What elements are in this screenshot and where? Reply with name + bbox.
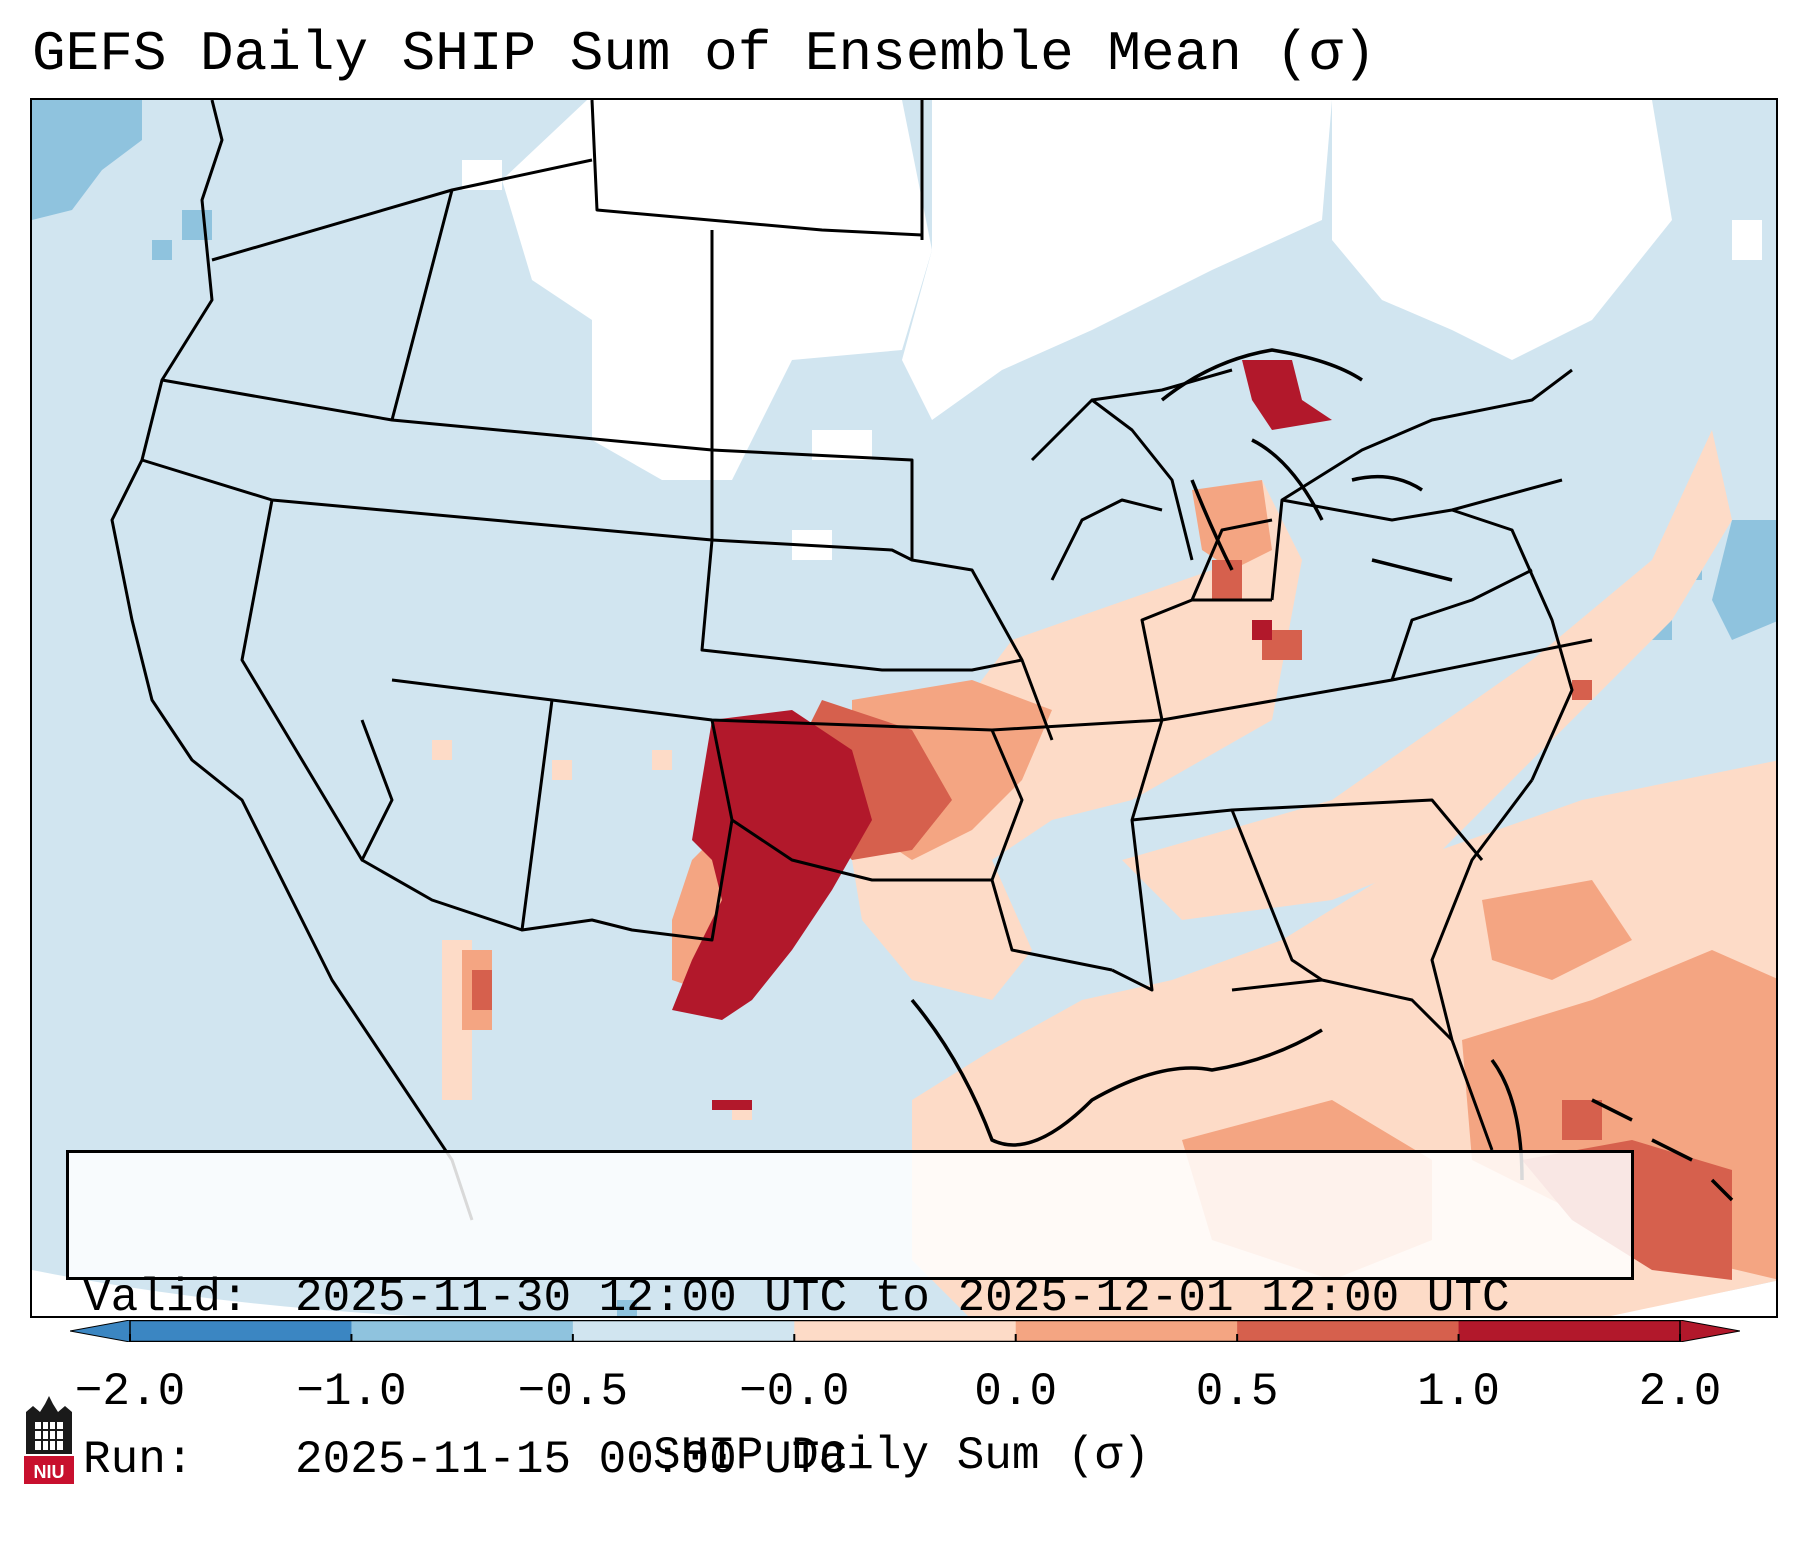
near-zero-regions [462,100,1762,560]
colorbar-border [129,1320,1681,1342]
max-positive-areas [672,360,1332,1110]
valid-value: 2025-11-30 12:00 UTC to 2025-12-01 12:00… [295,1272,1510,1324]
colorbar-tick-label: −0.5 [517,1366,629,1418]
colorbar-tick-label: 1.0 [1417,1366,1500,1418]
coastlines [910,348,1734,1202]
colorbar [70,1320,1740,1342]
map-panel [30,98,1778,1318]
colorbar-tick-label: −1.0 [296,1366,407,1418]
map-title: GEFS Daily SHIP Sum of Ensemble Mean (σ) [32,22,1377,86]
colorbar-tick-label: 2.0 [1638,1366,1722,1418]
colorbar-svg [70,1320,1740,1342]
logo-text: NIU [34,1462,65,1482]
colorbar-segment [794,1320,1017,1342]
colorbar-tick-label: −2.0 [74,1366,186,1418]
colorbar-tick-label: 0.0 [974,1366,1058,1418]
colorbar-tick-label: 0.5 [1195,1366,1279,1418]
colorbar-segment [1237,1320,1460,1342]
run-label: Run: [83,1434,194,1486]
run-row: Run: 2025-11-15 00:00 UTC [83,1433,1631,1487]
colorbar-label: SHIP Daily Sum (σ) [653,1430,1150,1482]
valid-row: Valid: 2025-11-30 12:00 UTC to 2025-12-01… [83,1271,1631,1325]
state-boundaries [110,100,1593,1221]
map-edge-corner [32,1270,414,1316]
map-edge-corner-right [1587,1280,1776,1316]
colorbar-extend-low [70,1320,131,1342]
valid-label: Valid: [83,1272,249,1324]
colorbar-segment [1458,1320,1681,1342]
valid-time-box: Valid: 2025-11-30 12:00 UTC to 2025-12-01… [66,1150,1634,1486]
map-canvas [32,100,1776,1316]
colorbar-segment [130,1320,352,1342]
colorbar-extend-high [1679,1320,1740,1342]
run-value: 2025-11-15 00:00 UTC [295,1434,848,1486]
negative-patches [32,100,1776,1316]
colorbar-segment [572,1320,795,1342]
logo-icon: NIU [24,1396,74,1484]
colorbar-tick-label: −0.0 [739,1366,850,1418]
colorbar-segment [351,1320,574,1342]
colorbar-segment [1015,1320,1238,1342]
niu-logo: NIU [20,1394,78,1486]
